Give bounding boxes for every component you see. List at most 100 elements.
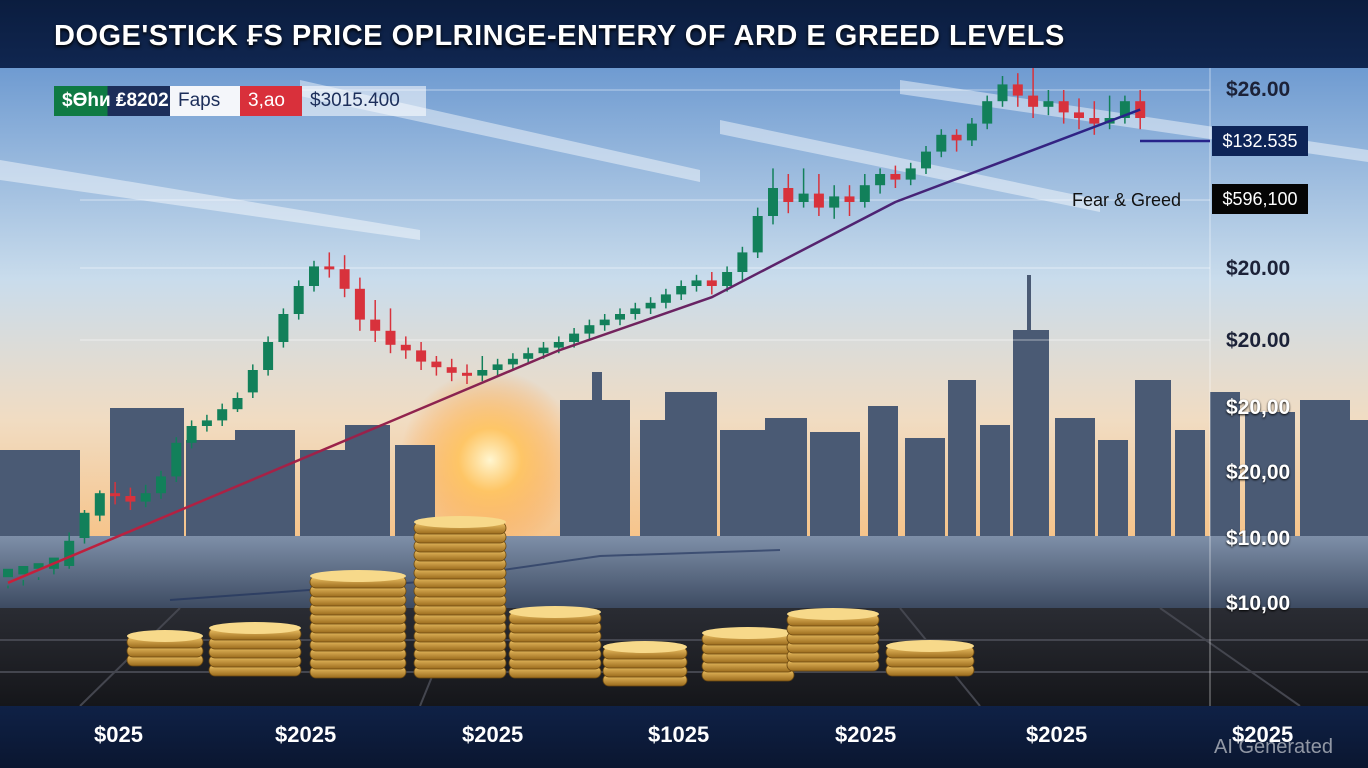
candle-body bbox=[752, 216, 763, 253]
x-tick-label: $2025 bbox=[1232, 722, 1294, 747]
candle-body bbox=[553, 342, 564, 348]
candle bbox=[859, 174, 870, 208]
candle-body bbox=[875, 174, 886, 186]
candle bbox=[982, 95, 993, 130]
coin-stack bbox=[413, 516, 507, 679]
candle-body bbox=[1074, 112, 1084, 118]
candle-body bbox=[569, 333, 580, 342]
coin-stacks bbox=[126, 516, 975, 687]
coin-stack bbox=[508, 606, 602, 679]
city-skyline bbox=[0, 275, 1368, 540]
candle-body bbox=[477, 370, 488, 376]
candle bbox=[783, 174, 794, 214]
x-tick-label: $2025 bbox=[1026, 722, 1088, 747]
candle-body bbox=[64, 540, 75, 566]
candle-body bbox=[201, 420, 212, 426]
ticker-value: $3015.400 bbox=[302, 86, 426, 116]
candle bbox=[370, 300, 381, 342]
y-tick-label: $20.00 bbox=[1226, 329, 1291, 352]
candle bbox=[140, 484, 151, 508]
candle bbox=[293, 280, 304, 320]
candle bbox=[768, 168, 778, 225]
candle-body bbox=[584, 325, 595, 334]
candle bbox=[156, 470, 166, 499]
coin-stack bbox=[208, 622, 302, 677]
candle-body bbox=[936, 134, 947, 152]
candle-body bbox=[798, 193, 809, 202]
candle bbox=[110, 482, 121, 505]
current-price-tag: $132.535 bbox=[1212, 126, 1308, 156]
candle bbox=[278, 308, 289, 348]
candle-body bbox=[79, 512, 90, 538]
candle bbox=[844, 185, 855, 216]
sun-glow bbox=[400, 370, 580, 550]
candle-body bbox=[599, 319, 610, 326]
candle bbox=[1119, 95, 1130, 124]
candle bbox=[400, 336, 411, 359]
candle-body bbox=[768, 188, 778, 216]
candle bbox=[615, 308, 625, 326]
fear-greed-annotation: Fear & Greed bbox=[1072, 190, 1182, 210]
candle-body bbox=[171, 442, 182, 477]
candle bbox=[1028, 67, 1039, 118]
candle-body bbox=[462, 372, 472, 376]
candle bbox=[951, 129, 962, 152]
candle bbox=[171, 437, 182, 482]
candle bbox=[1074, 98, 1084, 130]
candle bbox=[33, 563, 44, 580]
candle bbox=[186, 420, 197, 449]
candle bbox=[921, 146, 931, 174]
coin-stack bbox=[701, 627, 795, 682]
candle-body bbox=[492, 364, 503, 370]
candle bbox=[462, 364, 472, 384]
candle-body bbox=[431, 361, 442, 368]
candle-body bbox=[33, 563, 44, 569]
candle bbox=[645, 297, 656, 314]
candle bbox=[599, 314, 610, 331]
candle bbox=[1089, 101, 1100, 135]
candle bbox=[875, 168, 886, 194]
candle-body bbox=[890, 174, 901, 180]
coin-stack bbox=[126, 630, 204, 667]
candle-body bbox=[94, 493, 105, 516]
candle-body bbox=[523, 353, 534, 359]
ticker-change: 3,ао bbox=[240, 86, 302, 116]
candle-body bbox=[722, 272, 733, 286]
ticker-price: $Өһи ₤8202 bbox=[54, 86, 170, 116]
header-bar bbox=[0, 0, 1368, 68]
candle-body bbox=[263, 342, 274, 370]
y-tick-label: $26.00 bbox=[1226, 78, 1291, 101]
candle bbox=[309, 260, 319, 292]
y-tick-label: $20,00 bbox=[1226, 396, 1291, 419]
candle bbox=[676, 280, 687, 300]
coin-stack bbox=[309, 570, 407, 679]
candle-body bbox=[385, 330, 396, 345]
candle-body bbox=[660, 294, 671, 303]
candle bbox=[997, 76, 1008, 107]
candle-body bbox=[309, 266, 319, 286]
candle-body bbox=[1119, 101, 1130, 118]
candle-body bbox=[339, 269, 350, 289]
y-tick-label: $10.00 bbox=[1226, 527, 1291, 550]
candle-body bbox=[217, 409, 228, 421]
candle bbox=[416, 342, 427, 370]
candle bbox=[890, 165, 901, 188]
candle-body bbox=[156, 476, 166, 494]
candle-body bbox=[615, 314, 625, 320]
y-tick-label: $20.00 bbox=[1226, 257, 1291, 280]
candle bbox=[798, 168, 809, 208]
candle bbox=[829, 185, 840, 219]
candle bbox=[339, 255, 350, 298]
candle bbox=[324, 252, 335, 278]
candle bbox=[3, 568, 13, 589]
coin-stack bbox=[786, 608, 880, 672]
candle-body bbox=[844, 196, 855, 202]
candle bbox=[752, 207, 763, 258]
candle-body bbox=[416, 350, 427, 362]
candle-body bbox=[921, 151, 931, 169]
water-line bbox=[169, 549, 781, 601]
candle bbox=[706, 272, 717, 295]
candle-body bbox=[859, 185, 870, 202]
x-tick-label: $2025 bbox=[462, 722, 524, 747]
candle-body bbox=[966, 123, 977, 141]
